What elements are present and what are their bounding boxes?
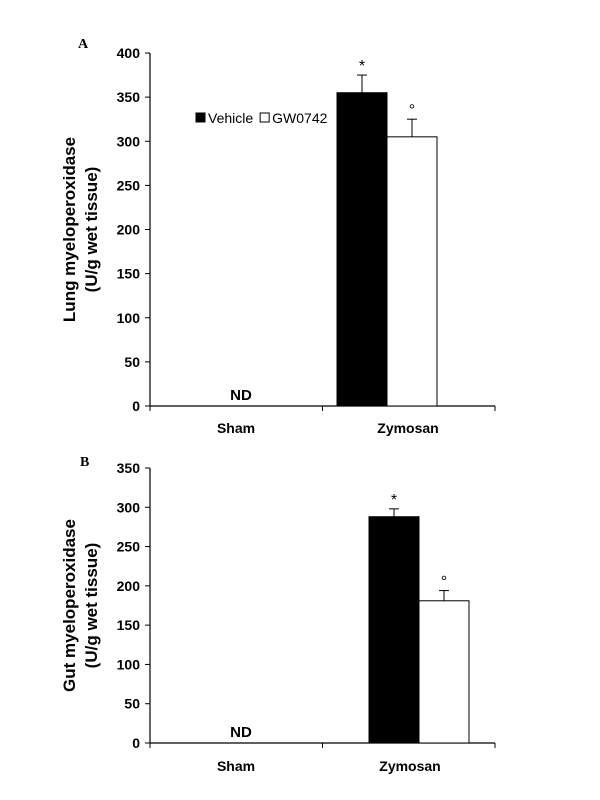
panel-a-legend-swatch-gw0742 (259, 112, 270, 123)
panel-a-y-tick-label: 50 (124, 354, 140, 370)
panel-b-bar-gw0742-zymosan (418, 600, 470, 744)
panel-a-y-tick-label: 100 (117, 310, 141, 326)
panel-a-category-label-sham: Sham (217, 420, 255, 436)
panel-a-letter: A (78, 37, 89, 52)
panel-a-y-axis-label-1: Lung myeloperoxidase (60, 137, 79, 322)
panel-b-y-tick-label: 200 (117, 578, 141, 594)
panel-b-category-label-sham: Sham (217, 758, 255, 774)
panel-b-nd-annotation: ND (230, 724, 252, 741)
panel-a-legend-label-gw0742: GW0742 (272, 110, 327, 126)
panel-a-y-tick-label: 150 (117, 266, 141, 282)
panel-b-y-tick-label: 300 (117, 499, 141, 515)
panel-b-y-tick-label: 100 (117, 656, 141, 672)
panel-a-y-tick-label: 200 (117, 222, 141, 238)
panel-a-nd-annotation: ND (230, 387, 252, 404)
panel-a-y-tick-label: 400 (117, 45, 141, 61)
panel-a-bar-vehicle-zymosan (336, 92, 388, 407)
panel-a-significance-marker-gw0742: ° (409, 102, 415, 119)
panel-a-bar-gw0742-zymosan (386, 136, 438, 407)
panel-a-y-axis-label-2: (U/g wet tissue) (82, 167, 101, 293)
panel-b-y-tick-label: 150 (117, 617, 141, 633)
panel-a-y-tick-label: 0 (132, 398, 140, 414)
panel-b-y-tick-label: 250 (117, 539, 141, 555)
panel-a-y-tick-label: 300 (117, 133, 141, 149)
panel-b-bar-vehicle-zymosan (368, 516, 420, 744)
panel-b-significance-marker-vehicle: * (391, 492, 397, 509)
panel-a-legend-swatch-vehicle (195, 112, 206, 123)
panel-b-y-tick-label: 0 (132, 735, 140, 751)
panel-b-letter: B (80, 455, 89, 470)
panel-a-legend-label-vehicle: Vehicle (208, 110, 253, 126)
panel-a-y-tick-label: 250 (117, 177, 141, 193)
panel-a-y-tick-label: 350 (117, 89, 141, 105)
panel-a-category-label-zymosan: Zymosan (377, 420, 438, 436)
panel-b-y-axis-label-1: Gut myeloperoxidase (60, 519, 79, 692)
panel-b-y-tick-label: 350 (117, 460, 141, 476)
panel-a-significance-marker-vehicle: * (359, 58, 365, 75)
panel-b-y-axis-label-2: (U/g wet tissue) (82, 543, 101, 669)
panel-b-category-label-zymosan: Zymosan (379, 758, 440, 774)
panel-b-y-tick-label: 50 (124, 696, 140, 712)
panel-b-significance-marker-gw0742: ° (441, 574, 447, 591)
